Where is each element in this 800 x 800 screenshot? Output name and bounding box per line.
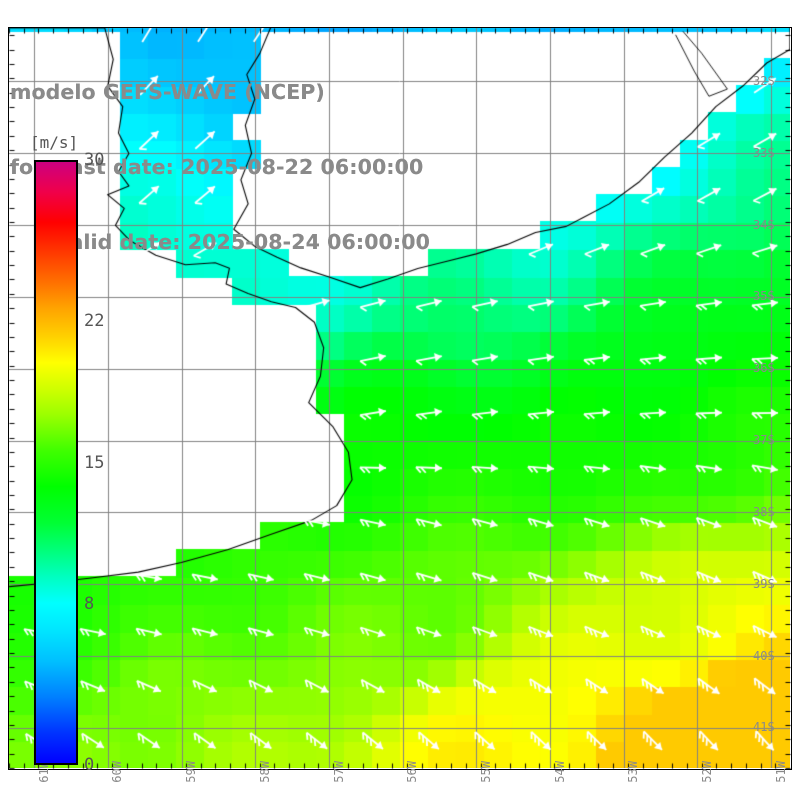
colorbar-unit-label: [m/s] <box>30 133 79 152</box>
colorbar-tick-0: 0 <box>84 755 95 775</box>
colorbar-tick-8: 8 <box>84 593 95 614</box>
lon-label-55W: 55W <box>478 761 493 783</box>
lon-label-56W: 56W <box>405 761 420 783</box>
lon-label-59W: 59W <box>184 761 199 783</box>
colorbar-tick-22: 22 <box>84 311 105 332</box>
lat-label-41S: 41S <box>753 720 775 735</box>
colorbar[interactable] <box>34 160 78 765</box>
lon-label-53W: 53W <box>626 761 641 783</box>
lon-label-52W: 52W <box>699 761 714 783</box>
lon-label-57W: 57W <box>331 761 346 783</box>
lat-label-35S: 35S <box>753 289 775 304</box>
axis-tick-marks <box>8 27 792 770</box>
lat-label-32S: 32S <box>753 73 775 88</box>
colorbar-gradient <box>34 160 78 765</box>
lon-label-51W: 51W <box>773 761 788 783</box>
colorbar-tick-15: 15 <box>84 452 105 473</box>
lon-label-54W: 54W <box>552 761 567 783</box>
lon-label-58W: 58W <box>257 761 272 783</box>
lat-label-33S: 33S <box>753 145 775 160</box>
lat-label-36S: 36S <box>753 361 775 376</box>
title-model-line: modelo GEFS-WAVE (NCEP) <box>10 80 325 104</box>
lon-label-60W: 60W <box>110 761 125 783</box>
lat-label-39S: 39S <box>753 576 775 591</box>
map-title-block: modelo GEFS-WAVE (NCEP) forecast date: 2… <box>10 30 430 305</box>
lat-label-38S: 38S <box>753 504 775 519</box>
colorbar-tick-30: 30 <box>84 150 105 170</box>
lat-label-37S: 37S <box>753 433 775 448</box>
lat-label-34S: 34S <box>753 217 775 232</box>
lat-label-40S: 40S <box>753 648 775 663</box>
